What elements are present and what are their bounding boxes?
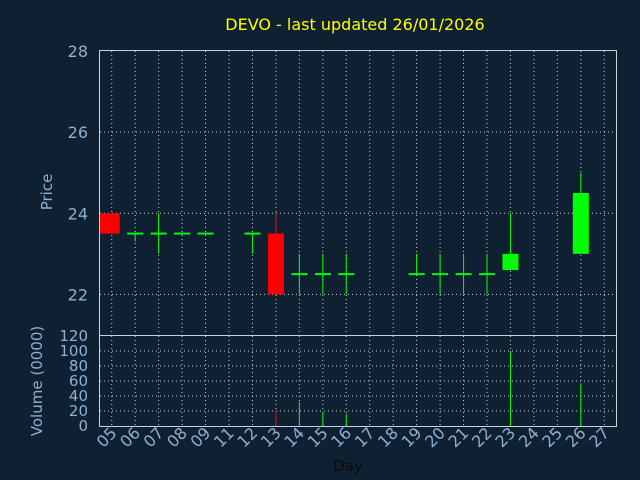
volume-axis-label: Volume (0000) — [28, 326, 46, 436]
candle-07 — [150, 213, 167, 254]
candle-body — [338, 273, 355, 276]
candle-body — [291, 273, 308, 276]
price-candles — [100, 172, 589, 295]
volume-y-tick-label: 0 — [78, 417, 88, 435]
volume-y-tick-label: 100 — [59, 342, 88, 360]
candle-06 — [127, 232, 144, 242]
volume-y-tick-label: 120 — [59, 327, 88, 345]
candle-22 — [479, 253, 495, 295]
candle-23 — [502, 213, 519, 271]
price-y-tick-label: 28 — [68, 42, 88, 61]
price-y-tick-label: 26 — [68, 123, 88, 142]
day-axis-label: Day — [333, 457, 363, 475]
candle-26 — [572, 172, 589, 254]
candle-body — [502, 253, 519, 271]
candle-body — [197, 232, 214, 235]
price-panel: 22 24 26 28 Price — [38, 42, 617, 336]
chart-title: DEVO - last updated 26/01/2026 — [225, 15, 484, 34]
candle-body — [150, 232, 167, 235]
candle-body — [314, 273, 331, 276]
candle-21 — [455, 253, 472, 295]
candle-14 — [291, 253, 308, 295]
candle-body — [174, 232, 191, 235]
candle-body — [432, 273, 449, 276]
volume-y-tick-label: 80 — [69, 357, 88, 375]
candle-body — [408, 273, 425, 276]
candle-13 — [267, 213, 284, 295]
candle-body — [572, 193, 589, 254]
price-y-ticks: 22 24 26 28 — [68, 42, 88, 304]
volume-y-tick-label: 20 — [69, 402, 88, 420]
volume-y-tick-label: 60 — [69, 372, 88, 390]
candle-09 — [197, 232, 214, 235]
candle-body — [100, 213, 120, 234]
volume-y-tick-label: 40 — [69, 387, 88, 405]
volume-panel-frame — [99, 335, 617, 427]
candle-body — [455, 273, 472, 276]
candle-body — [127, 232, 144, 235]
price-axis-label: Price — [38, 174, 56, 211]
candle-08 — [174, 232, 191, 235]
price-y-tick-label: 22 — [68, 285, 88, 304]
candle-15 — [314, 253, 331, 295]
candle-20 — [432, 253, 449, 295]
candle-body — [267, 233, 284, 295]
candle-12 — [244, 232, 261, 254]
volume-bars — [275, 351, 582, 426]
candle-16 — [338, 253, 355, 295]
candle-body — [479, 273, 495, 276]
candle-19 — [408, 253, 425, 276]
price-y-tick-label: 24 — [68, 204, 88, 223]
candle-05 — [100, 213, 120, 234]
candle-body — [244, 232, 261, 235]
